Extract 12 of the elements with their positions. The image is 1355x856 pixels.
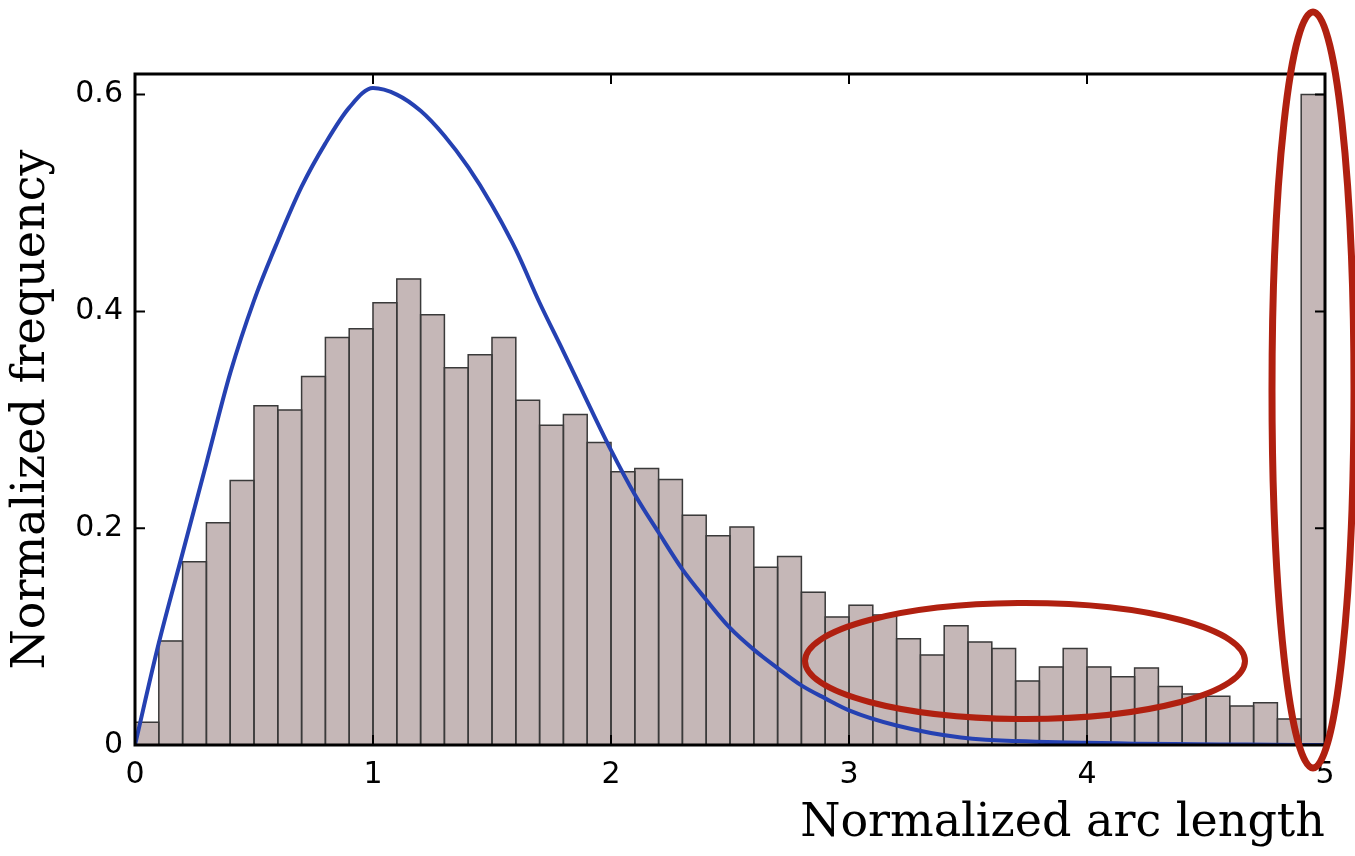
x-tick-label: 4: [1077, 754, 1097, 790]
x-tick-label: 1: [363, 754, 383, 790]
x-tick-label: 0: [125, 754, 145, 790]
x-tick-label: 2: [601, 754, 621, 790]
y-tick-label: 0.6: [75, 74, 123, 110]
x-axis-title: Normalized arc length: [800, 793, 1325, 848]
y-tick-label: 0.4: [75, 291, 123, 327]
line-series: [135, 86, 1325, 745]
y-tick-label: 0: [103, 724, 123, 760]
y-axis-title: Normalized frequency: [0, 149, 55, 670]
x-tick-label: 3: [839, 754, 859, 790]
y-tick-label: 0.2: [75, 508, 123, 543]
